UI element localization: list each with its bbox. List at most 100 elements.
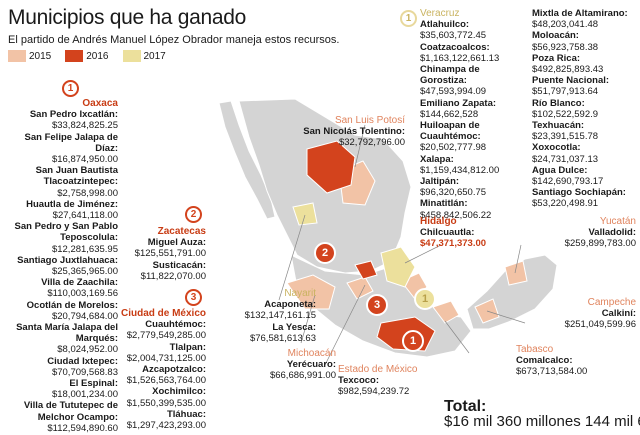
municipality-value: $35,603,772.45 — [420, 30, 487, 42]
municipality-value: $56,923,758.38 — [532, 41, 599, 53]
badge-oaxaca: 1 — [62, 80, 79, 97]
hidalgo-block: Hidalgo Chilcuautla: $47,371,373.00 — [420, 216, 525, 250]
cdmx-block: Ciudad de México Cuauhtémoc: $2,779,549,… — [108, 308, 206, 431]
municipality-value: $48,203,041.48 — [532, 19, 599, 31]
state-label-michoacan: Michoacán — [287, 348, 336, 359]
region-veracruz — [380, 246, 416, 288]
page-title: Municipios que ha ganado — [8, 6, 246, 29]
leader-line — [354, 124, 366, 168]
municipality-value: $66,686,991.00 — [269, 370, 336, 382]
municipality-name: Emiliano Zapata: — [420, 97, 497, 109]
zacatecas-block: Zacatecas Miguel Auza: $125,551,791.00 S… — [112, 226, 206, 282]
leader-line — [278, 214, 306, 301]
municipality-name: El Espinal: — [69, 378, 118, 390]
municipality-name: Santiago Sochiapán: — [532, 187, 626, 199]
municipality-value: $27,641,118.00 — [52, 210, 118, 222]
region-cdmx — [354, 260, 378, 280]
municipality-value: $1,163,122,661.13 — [420, 52, 500, 64]
municipality-value: $673,713,584.00 — [516, 366, 588, 378]
municipality-name: Huiloapan de Cuauhtémoc: — [420, 120, 481, 143]
municipality-name: Agua Dulce: — [532, 164, 588, 176]
municipality-name: Calkiní: — [601, 308, 636, 320]
municipality-value: $1,159,434,812.00 — [420, 164, 500, 176]
veracruz-block-col2: Mixtla de Altamirano: $48,203,041.48 Mol… — [532, 8, 637, 210]
municipality-value: $25,365,965.00 — [51, 266, 118, 278]
municipality-name: Moloacán: — [532, 30, 579, 42]
legend: 2015 2016 2017 — [8, 50, 174, 62]
municipality-name: Minatitlán: — [420, 198, 468, 210]
municipality-value: $33,824,825.25 — [51, 120, 118, 132]
municipality-name: Xochimilco: — [152, 386, 206, 398]
municipality-value: $76,581,613.63 — [249, 332, 316, 344]
municipality-name: Azcapotzalco: — [142, 364, 206, 376]
municipality-value: $47,593,994.09 — [420, 86, 487, 98]
municipality-value: $23,391,515.78 — [532, 131, 599, 143]
total-label: Total: — [444, 398, 487, 415]
slp-block: San Luis Potosí San Nicolás Tolentino: $… — [300, 115, 405, 149]
municipality-value: $492,825,893.43 — [532, 64, 604, 76]
badge-cdmx: 3 — [185, 289, 202, 306]
map-badge-veracruz: 1 — [414, 288, 436, 310]
municipality-value: $53,220,498.91 — [532, 198, 599, 210]
state-label-tabasco: Tabasco — [516, 344, 554, 355]
municipality-value: $96,320,650.75 — [420, 187, 487, 199]
state-label-yucatan: Yucatán — [599, 216, 636, 227]
municipality-name: Tláhuac: — [166, 408, 206, 420]
municipality-name: Mixtla de Altamirano: — [532, 8, 628, 19]
municipality-name: Texcoco: — [338, 375, 380, 387]
leader-line — [514, 244, 522, 274]
municipality-value: $70,709,568.83 — [51, 366, 118, 378]
state-label-veracruz: Veracruz — [420, 8, 460, 19]
edomex-block: Estado de México Texcoco: $982,594,239.7… — [338, 364, 438, 398]
municipality-name: Puente Nacional: — [532, 75, 610, 87]
municipality-value: $1,526,563,764.00 — [126, 375, 206, 387]
municipality-name: Ocotlán de Morelos: — [26, 299, 118, 311]
municipality-name: San Juan Bautista Tlacoatzintepec: — [35, 165, 118, 188]
badge-veracruz: 1 — [400, 10, 417, 27]
legend-item-2017: 2017 — [122, 50, 166, 62]
legend-item-2016: 2016 — [65, 50, 109, 62]
michoacan-block: Michoacán Yerécuaro: $66,686,991.00 — [252, 348, 336, 382]
municipality-name: Tlalpan: — [169, 341, 206, 353]
municipality-value: $16,874,950.00 — [51, 154, 118, 166]
municipality-name: Villa de Zaachila: — [41, 277, 118, 289]
municipality-name: Valladolid: — [588, 227, 636, 239]
municipality-name: Coatzacoalcos: — [420, 41, 490, 53]
map-badge-zacatecas: 2 — [314, 242, 336, 264]
municipality-value: $125,551,791.00 — [134, 248, 206, 260]
municipality-name: Xoxocotla: — [532, 142, 581, 154]
municipality-value: $2,004,731,125.00 — [126, 352, 206, 364]
leader-line — [324, 284, 366, 366]
region-nayarit — [292, 202, 318, 226]
municipality-name: Río Blanco: — [532, 97, 585, 109]
region-yucatan-mun — [504, 260, 528, 286]
leader-line — [300, 294, 316, 344]
municipality-value: $2,779,549,285.00 — [126, 330, 206, 342]
municipality-name: Villa de Tututepec de Melchor Ocampo: — [23, 400, 118, 423]
state-label-zacatecas: Zacatecas — [157, 226, 206, 237]
region-edomex — [346, 276, 374, 300]
state-label-nayarit: Nayarit — [284, 288, 316, 299]
leader-line — [444, 320, 470, 354]
municipality-name: San Pedro Ixcatlán: — [29, 109, 118, 121]
municipality-value: $1,297,423,293.00 — [126, 420, 206, 432]
municipality-value: $102,522,592.9 — [532, 108, 599, 120]
legend-swatch — [65, 50, 84, 62]
municipality-value: $11,822,070.00 — [140, 270, 206, 282]
leader-line — [486, 310, 526, 324]
map-badge-oaxaca: 1 — [402, 330, 424, 352]
state-label-slp: San Luis Potosí — [334, 115, 405, 126]
municipality-name: San Pedro y San Pablo Teposcolula: — [14, 221, 118, 244]
municipality-name: Texhuacán: — [532, 120, 585, 132]
municipality-name: Xalapa: — [420, 153, 454, 165]
legend-item-2015: 2015 — [8, 50, 51, 62]
state-label-campeche: Campeche — [587, 297, 636, 308]
municipality-value: $1,550,399,535.00 — [126, 397, 206, 409]
municipality-value: $982,594,239.72 — [338, 386, 410, 398]
municipality-name: Atlahuilco: — [420, 19, 470, 31]
municipality-value: $110,003,169.56 — [47, 288, 118, 300]
municipality-value: $458,842,506.22 — [420, 209, 492, 221]
municipality-name: Comalcalco: — [516, 355, 573, 367]
municipality-value: $32,792,796.00 — [338, 137, 405, 149]
subtitle: El partido de Andrés Manuel López Obrado… — [8, 34, 340, 46]
